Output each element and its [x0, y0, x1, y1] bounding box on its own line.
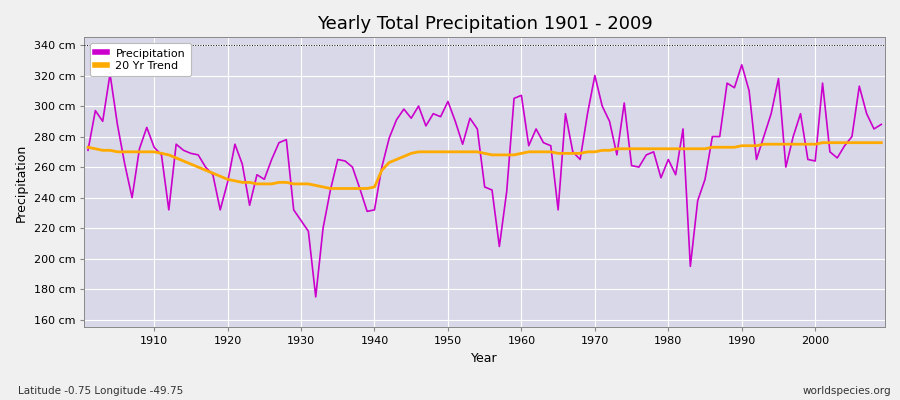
20 Yr Trend	[876, 140, 886, 145]
Legend: Precipitation, 20 Yr Trend: Precipitation, 20 Yr Trend	[90, 43, 191, 76]
Precipitation	[736, 62, 747, 67]
Precipitation	[355, 186, 365, 191]
Precipitation	[310, 294, 321, 299]
Precipitation	[83, 148, 94, 153]
Precipitation	[876, 122, 886, 127]
Text: worldspecies.org: worldspecies.org	[803, 386, 891, 396]
Precipitation	[523, 143, 534, 148]
Precipitation	[303, 229, 314, 234]
Precipitation	[141, 125, 152, 130]
20 Yr Trend	[817, 140, 828, 145]
20 Yr Trend	[355, 186, 365, 191]
20 Yr Trend	[611, 146, 622, 151]
20 Yr Trend	[325, 186, 336, 191]
20 Yr Trend	[516, 151, 526, 156]
20 Yr Trend	[83, 145, 94, 150]
Line: 20 Yr Trend: 20 Yr Trend	[88, 143, 881, 188]
20 Yr Trend	[523, 150, 534, 154]
Y-axis label: Precipitation: Precipitation	[15, 143, 28, 222]
Precipitation	[516, 93, 526, 98]
Title: Yearly Total Precipitation 1901 - 2009: Yearly Total Precipitation 1901 - 2009	[317, 15, 652, 33]
Precipitation	[611, 152, 622, 157]
20 Yr Trend	[303, 182, 314, 186]
Line: Precipitation: Precipitation	[88, 65, 881, 297]
20 Yr Trend	[141, 150, 152, 154]
Text: Latitude -0.75 Longitude -49.75: Latitude -0.75 Longitude -49.75	[18, 386, 184, 396]
X-axis label: Year: Year	[472, 352, 498, 365]
